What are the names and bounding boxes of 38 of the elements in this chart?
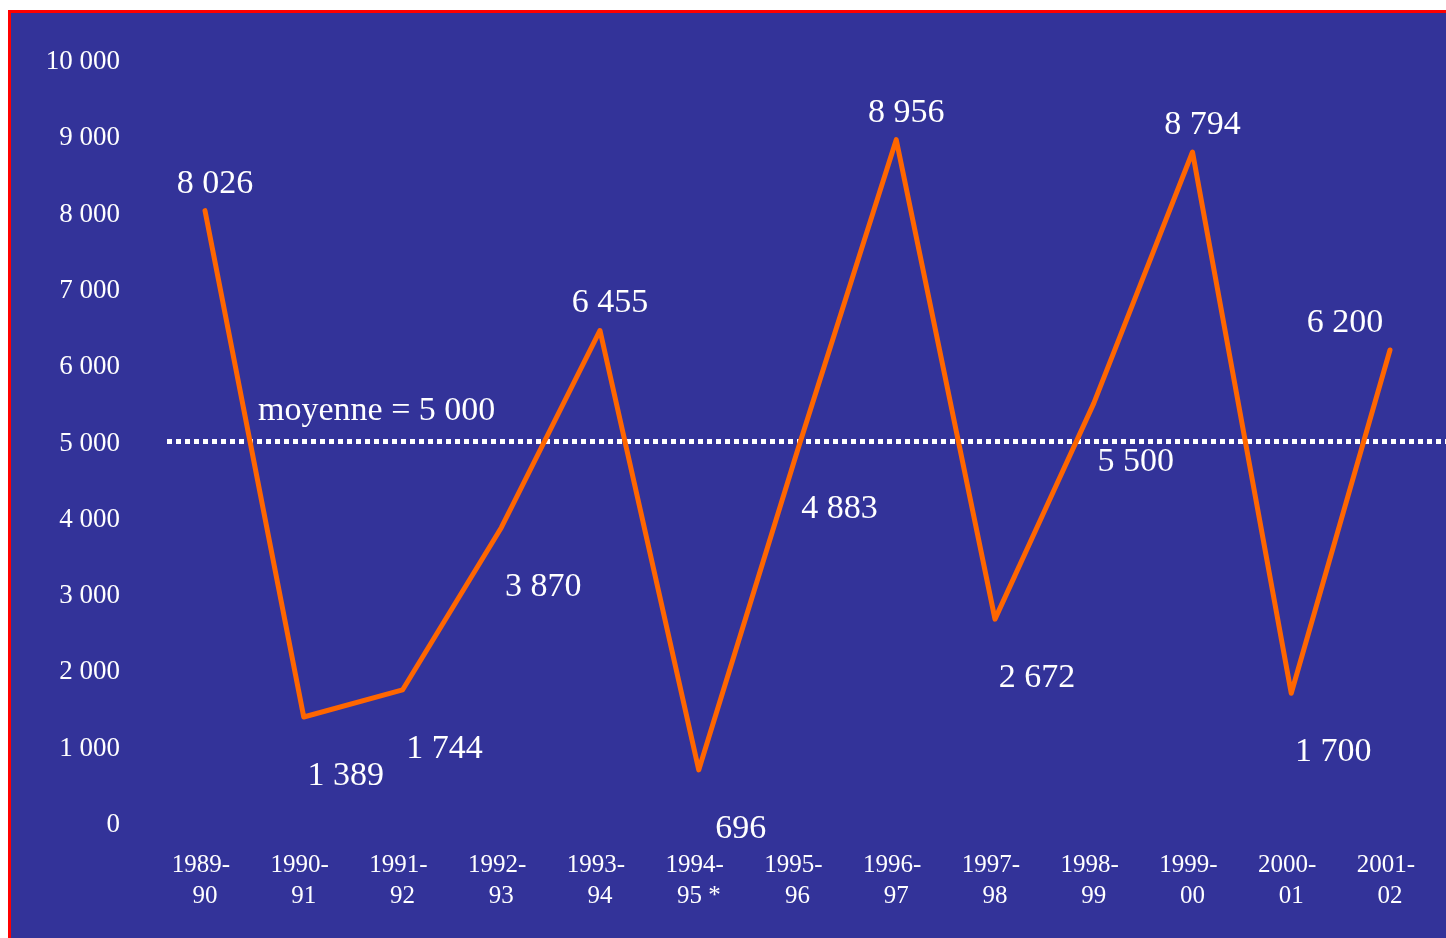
y-tick-label: 1 000 (59, 731, 120, 762)
data-label: 8 794 (1164, 104, 1241, 142)
y-tick-label: 8 000 (59, 197, 120, 228)
y-tick-label: 7 000 (59, 273, 120, 304)
data-label: 1 744 (406, 727, 483, 765)
x-tick-label: 1996-97 (863, 850, 922, 908)
data-label: 3 870 (505, 565, 582, 603)
x-tick-label: 1997-98 (961, 850, 1021, 908)
data-label: 5 500 (1097, 441, 1174, 479)
data-label: 6 200 (1306, 301, 1384, 339)
x-tick-label: 1994-95 * (665, 850, 724, 908)
data-label: 6 455 (571, 282, 649, 320)
y-tick-label: 10 000 (45, 45, 120, 75)
data-label: 1 700 (1295, 731, 1372, 769)
x-tick-label: 1998-99 (1060, 850, 1119, 908)
x-tick-label: 1993-94 (566, 850, 626, 908)
y-tick-label: 5 000 (59, 426, 120, 457)
data-label: 2 672 (998, 657, 1076, 695)
ref-line-label: moyenne = 5 000 (258, 389, 496, 427)
y-tick-label: 4 000 (59, 502, 120, 533)
x-tick-label: 1989-90 (171, 850, 231, 908)
x-tick-label: 1990-91 (270, 850, 329, 908)
data-label: 4 883 (801, 488, 878, 526)
y-tick-label: 3 000 (59, 579, 120, 610)
y-tick-label: 0 (106, 808, 120, 838)
x-tick-label: 1992-93 (468, 850, 527, 908)
data-label: 8 956 (868, 91, 945, 129)
x-tick-label: 1995-96 (764, 850, 823, 908)
data-label: 696 (715, 807, 767, 845)
x-tick-label: 2000-01 (1258, 850, 1317, 908)
y-tick-label: 9 000 (59, 121, 120, 152)
x-tick-label: 1999-00 (1159, 850, 1218, 908)
y-tick-label: 6 000 (59, 350, 120, 381)
x-tick-label: 2001-02 (1356, 850, 1416, 908)
x-tick-label: 1991-92 (369, 850, 428, 908)
data-label: 8 026 (176, 162, 254, 200)
y-tick-label: 2 000 (59, 655, 120, 686)
data-label: 1 389 (307, 755, 384, 793)
